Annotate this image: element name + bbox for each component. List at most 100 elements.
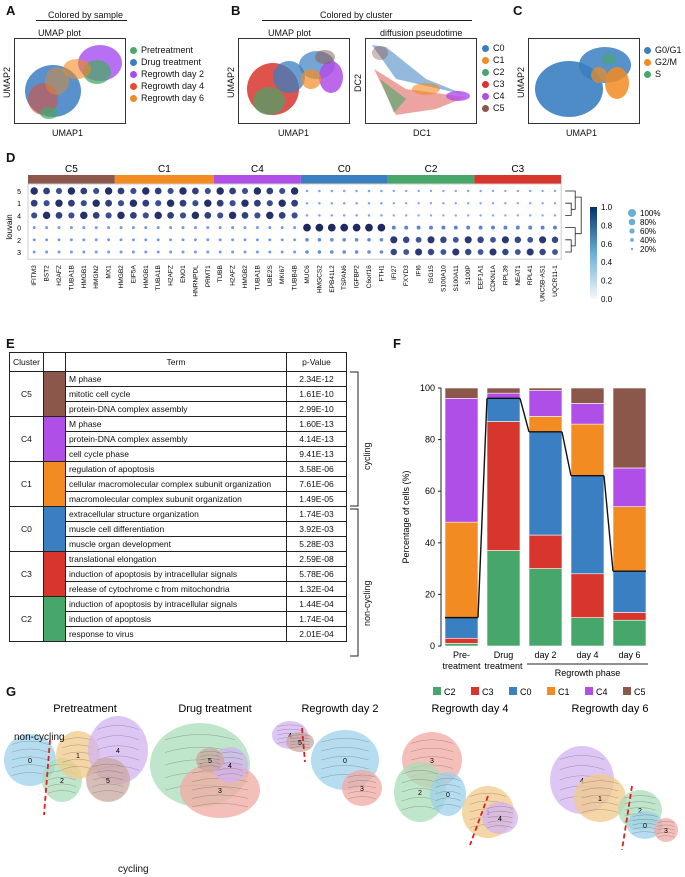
dotplot-dot [367, 214, 371, 217]
dotplot-dot [255, 238, 259, 242]
dotplot-gene-label: S100A10 [440, 265, 447, 292]
velocity-cluster-number: 2 [60, 778, 64, 785]
dotplot-row-label: 4 [17, 213, 21, 220]
dotplot-dot [479, 214, 482, 217]
chart-bar-segment-c1 [444, 521, 479, 618]
chart-legend-label: C4 [596, 687, 608, 697]
dotplot-dot [94, 226, 98, 230]
dotplot-dot [254, 212, 261, 219]
chart-bar-segment-c5 [570, 387, 605, 404]
dotplot-dot [216, 199, 224, 207]
panel-e-col-pvalue: p-Value [286, 352, 347, 372]
dotplot-dot [57, 238, 61, 242]
dotplot-dot [367, 189, 371, 193]
dotplot-dot [104, 187, 113, 195]
velocity-streamline [347, 774, 377, 778]
panel-b-dpt-frame [365, 38, 477, 124]
dotplot-dot [305, 189, 309, 193]
dotplot-dot [68, 199, 75, 207]
panel-a-legend-dot [130, 46, 137, 54]
velocity-streamline [92, 783, 124, 787]
panel-e-term-cell: muscle cell differentiation [64, 521, 288, 537]
panel-e-table-row: cell cycle phase 9.41E-13 [10, 446, 347, 462]
dotplot-dot [491, 225, 495, 230]
dotplot-gene-label: H2AFZ [56, 265, 63, 286]
panel-letter-b: B [231, 3, 241, 18]
dotplot-dot [291, 212, 298, 219]
panel-b-legend-dot [482, 80, 489, 88]
panel-b-ylabel-2: DC2 [353, 73, 363, 92]
velocity-cluster-number: 4 [228, 763, 232, 770]
panel-b-xlabel-1: UMAP1 [278, 128, 310, 138]
velocity-cluster-blob [574, 774, 626, 822]
chart-bar-segment-c4 [486, 392, 521, 399]
chart-legend-label: C5 [634, 687, 646, 697]
panel-e-go-table: Cluster Term p-Value C5 M phase 2.34E-12 mi… [9, 352, 347, 642]
chart-bar-segment-c0 [570, 475, 605, 575]
dotplot-dot [243, 250, 247, 254]
dotplot-colorbar-tick: 0.0 [601, 295, 613, 304]
dotplot-dot [417, 214, 420, 217]
dotplot-dot [440, 249, 447, 255]
panel-b-legend-item: C1 [482, 54, 505, 66]
panel-a-legend-item: Regrowth day 2 [130, 68, 204, 80]
panel-a-legend-dot [130, 82, 137, 90]
velocity-streamline [191, 786, 249, 791]
panel-b-legend-dot [482, 92, 489, 100]
dotplot-dot [280, 238, 284, 242]
velocity-streamline [347, 790, 377, 794]
dotplot-dot [241, 199, 249, 207]
panel-f-stacked-bar-chart: 0 20 40 60 80 100 Percentage of cells (%) Pre-t… [401, 383, 648, 697]
panel-b-header: Colored by cluster [320, 10, 393, 20]
dotplot-dot [30, 187, 38, 195]
dotplot-dot [541, 202, 544, 205]
velocity-streamline [277, 728, 303, 731]
chart-legend-swatch [509, 687, 517, 695]
dotplot-dot [154, 211, 162, 220]
dotplot-cluster-bar [114, 175, 214, 184]
velocity-streamline [191, 794, 249, 799]
dotplot-dot [405, 189, 408, 193]
dotplot-dot [529, 214, 532, 217]
panel-e-cluster-cell: C4 [9, 416, 44, 462]
dotplot-dot [144, 250, 148, 254]
velocity-streamline [96, 735, 140, 740]
dotplot-dot [193, 250, 197, 254]
chart-x-tick-label: Pre- [453, 650, 470, 660]
dotplot-dot [291, 199, 298, 207]
dotplot-dot [417, 189, 420, 193]
panel-b-xlabel-2: DC1 [413, 128, 432, 138]
dotplot-dot [355, 201, 358, 205]
dotplot-colorbar-tick: 0.6 [601, 240, 613, 249]
velocity-cluster-number: 0 [343, 758, 347, 765]
panel-e-pvalue-cell: 1.49E-05 [286, 491, 347, 507]
panel-b-ylabel-1: UMAP2 [226, 66, 236, 98]
panel-c-ylabel: UMAP2 [516, 66, 526, 98]
chart-y-tick-label: 20 [425, 589, 435, 599]
dotplot-gene-label: TSPAN6 [341, 265, 348, 290]
dotplot-dot [390, 248, 398, 256]
panel-g-cycling-label: cycling [118, 864, 149, 875]
velocity-streamline [47, 790, 77, 794]
panel-e-cluster-cell: C1 [9, 461, 44, 507]
panel-e-pvalue-cell: 5.28E-03 [286, 536, 347, 552]
dotplot-gene-label: EEF1A1 [478, 265, 485, 290]
panel-a-legend-label: Regrowth day 2 [141, 69, 205, 79]
dotplot-dot [131, 238, 135, 242]
dotplot-dot [539, 236, 547, 244]
chart-bar-segment-c2 [444, 643, 479, 647]
dotplot-dot [192, 187, 199, 195]
panel-e-pvalue-cell: 5.78E-06 [286, 566, 347, 582]
panel-b-legend: C0 C1 C2 C3 C4 C5 [482, 42, 505, 114]
chart-bar-segment-c0 [486, 398, 521, 422]
dotplot-dot [354, 238, 359, 242]
panel-e-cluster-swatch [42, 506, 66, 552]
chart-legend-label: C2 [444, 687, 456, 697]
dotplot-dot [192, 200, 199, 207]
velocity-streamline [487, 806, 513, 809]
chart-bar-segment-c1 [570, 423, 605, 477]
dotplot-dot [553, 225, 557, 230]
panel-e-table-row: induction of apoptosis by intracellular … [10, 566, 347, 582]
panel-e-term-cell: translational elongation [64, 551, 288, 567]
